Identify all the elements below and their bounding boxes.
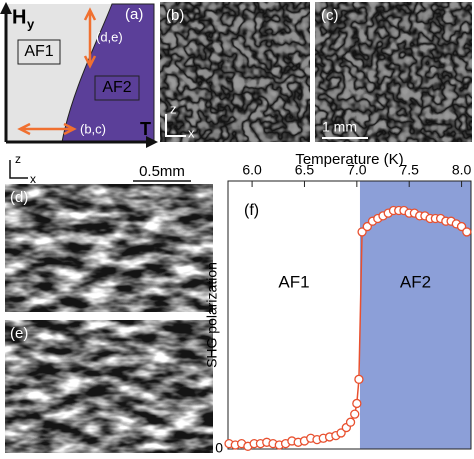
arrow-label: (d,e): [96, 29, 123, 44]
region-label: AF2: [400, 272, 431, 291]
scale-bar-label: 1 mm: [322, 119, 357, 135]
box: [94, 75, 140, 101]
panel-e: (e): [5, 320, 213, 453]
axes-indicator: [165, 114, 186, 137]
panel-f: AF1 AF2 (f) Temperature (K) SHG polarization…: [204, 151, 472, 456]
y-axis-label: SHG polarization: [204, 262, 220, 368]
image-texture: [5, 320, 213, 453]
phase-label: AF2: [102, 79, 131, 96]
axis-label: z: [170, 101, 177, 116]
data-point: [462, 227, 472, 237]
panel-c: (c) 1 mm: [315, 2, 472, 142]
plot-frame: [227, 180, 472, 450]
x-axis-label: T: [140, 119, 151, 139]
arrows: [17, 7, 97, 136]
arrow-label: (b,c): [80, 121, 106, 136]
data-point: [336, 428, 346, 438]
axis-label: x: [30, 172, 36, 186]
axes: [4, 10, 150, 144]
panel-label: (f): [244, 202, 259, 219]
af2-phase: [61, 3, 155, 143]
data-point: [352, 398, 362, 409]
data-point: [354, 374, 364, 384]
y-axis-label: H: [12, 6, 26, 28]
axis-label: z: [15, 152, 21, 166]
x-tick-label: 6.5: [295, 162, 315, 178]
image-texture: [315, 2, 472, 142]
panel-a: H y T (a) AF1 AF2 (d,e) (b,c): [0, 2, 158, 148]
y-axis-sub: y: [27, 16, 35, 31]
axis-label: x: [188, 125, 195, 140]
data-point: [362, 221, 372, 232]
scale-bar-label: 0.5mm: [139, 163, 185, 180]
panel-label: (c): [321, 7, 339, 24]
data-point: [357, 227, 367, 237]
data-point: [350, 409, 360, 419]
panel-label: (a): [125, 6, 143, 23]
axes-indicator: [9, 160, 28, 179]
image-texture: [160, 2, 310, 142]
panel-d: z x 0.5mm (d): [5, 152, 213, 312]
box: [17, 39, 61, 65]
panel-label: (d): [10, 189, 28, 206]
panel-label: (e): [10, 325, 28, 342]
data-point: [345, 417, 356, 427]
x-axis-label: Temperature (K): [295, 151, 403, 168]
panel-b: (b) z x: [160, 2, 310, 142]
x-tick-label: 7.0: [347, 162, 367, 178]
x-tick-label: 6.0: [242, 162, 262, 178]
phase-label: AF1: [24, 43, 53, 60]
region-label: AF1: [278, 272, 309, 291]
x-tick-label: 8.0: [452, 162, 472, 178]
data-point: [456, 221, 467, 232]
x-tick-label: 7.5: [399, 162, 419, 178]
image-texture: [5, 184, 213, 312]
panel-label: (b): [166, 7, 184, 24]
y-tick-label: 0: [215, 440, 223, 456]
